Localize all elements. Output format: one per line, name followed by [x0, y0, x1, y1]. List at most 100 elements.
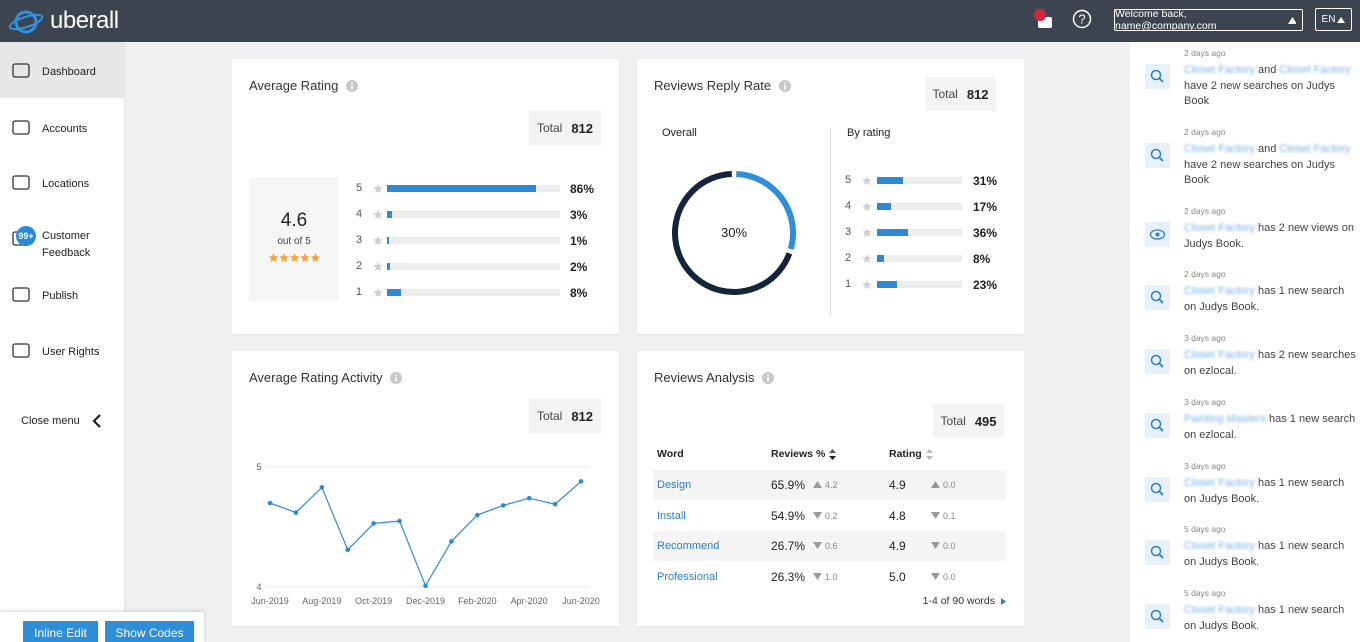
blurred-name[interactable]: Closet Factory: [1184, 477, 1255, 489]
word-link[interactable]: Professional: [657, 570, 718, 583]
nav-label: Accounts: [42, 123, 88, 135]
close-menu[interactable]: Close menu: [21, 414, 102, 428]
logo-icon: [8, 10, 44, 34]
card-title: Reviews Analysis: [654, 370, 775, 385]
bar-value-label: 2%: [570, 260, 588, 274]
star-shape: [862, 280, 872, 290]
blurred-name[interactable]: Closet Factory: [1184, 349, 1255, 361]
bar-value-label: 8%: [570, 286, 588, 300]
sort-icon: [925, 448, 933, 460]
score-star: [268, 253, 279, 263]
toolbar-button[interactable]: Inline Edit: [23, 621, 98, 642]
word-link[interactable]: Design: [657, 479, 692, 491]
feed-icon: [1145, 604, 1170, 629]
language-dropdown[interactable]: EN: [1315, 8, 1352, 31]
line-point: [526, 495, 532, 501]
sort-icon: [829, 448, 837, 460]
delta-arrow-shape: [931, 572, 940, 580]
card: Average Rating Total 812 4.6 out of 5 5 86% 4 3%…: [232, 59, 619, 334]
total-value: 812: [571, 120, 594, 136]
share-value: 26.7%: [771, 539, 806, 553]
search-handle: [1158, 362, 1164, 368]
bar-track: [877, 203, 962, 210]
card-title-text: Average Rating: [249, 78, 339, 93]
divider: [830, 128, 831, 316]
help-icon[interactable]: ?: [1071, 8, 1093, 30]
blurred-name[interactable]: Closet Factory: [1184, 222, 1255, 234]
button-text: Show Codes: [115, 626, 184, 640]
column-header[interactable]: Rating: [889, 448, 933, 460]
blurred-name[interactable]: Closet Factory: [1184, 540, 1255, 552]
donut-chart: 30%: [672, 171, 796, 295]
bar-value-label: 86%: [570, 182, 595, 196]
bar-value-label: 8%: [973, 252, 991, 266]
sort-down: [829, 455, 837, 460]
feed-text-part: has 1 new search on Judys Book.: [1184, 604, 1345, 632]
nav-item[interactable]: Customer Feedback 99+: [0, 210, 124, 266]
delta-arrow-shape: [931, 511, 940, 519]
blurred-name[interactable]: Closet Factory: [1279, 143, 1351, 155]
nav-item[interactable]: Locations: [0, 154, 124, 210]
feed-icon-bg: [1145, 540, 1170, 565]
nav-item[interactable]: User Rights: [0, 322, 124, 378]
nav-item[interactable]: Accounts: [0, 99, 124, 155]
x-tick-label: Aug-2019: [302, 596, 341, 606]
star-shape: [862, 254, 872, 264]
star-shape: [373, 288, 383, 298]
delta-arrow-shape: [813, 542, 822, 549]
rating-number: 1: [355, 286, 363, 298]
bar: [387, 185, 536, 192]
blurred-name[interactable]: Closet Factory: [1184, 143, 1255, 155]
delta-arrow: [813, 572, 822, 580]
delta-arrow: [813, 481, 822, 488]
toolbar-button[interactable]: Show Codes: [105, 621, 194, 642]
x-tick-label: Jun-2019: [251, 596, 289, 606]
blurred-name[interactable]: Closet Factory: [1184, 64, 1255, 76]
feed-text-part: has 2 new views on Judys Book.: [1184, 222, 1354, 250]
notifications-icon[interactable]: [1030, 6, 1058, 34]
pagination[interactable]: 1-4 of 90 words: [923, 595, 1006, 607]
bar-track: [877, 229, 962, 236]
card-title: Average Rating Activity: [249, 370, 403, 385]
feed-time: 3 days ago: [1184, 397, 1226, 407]
bar-value-label: 1%: [570, 234, 588, 248]
rating-value: 4.9: [889, 478, 906, 492]
share-delta: 1.0: [825, 571, 838, 582]
score-star: [300, 253, 310, 263]
star-shape: [373, 262, 383, 272]
blurred-name[interactable]: Closet Factory: [1184, 604, 1255, 616]
sort-down: [925, 455, 933, 460]
chevron-left: [92, 414, 101, 428]
nav-icon-shape: [12, 343, 30, 358]
star-icon: [862, 228, 872, 238]
feed-text: Closet Factory has 1 new search on Judys…: [1184, 476, 1358, 507]
account-dropdown[interactable]: Welcome back, name@company.com: [1114, 8, 1303, 32]
nav-item[interactable]: Publish: [0, 266, 124, 322]
column-header-text: Word: [657, 448, 684, 460]
blurred-name[interactable]: Painting Masters: [1184, 413, 1266, 425]
feed-text: Closet Factory has 2 new views on Judys …: [1184, 221, 1358, 252]
nav-item[interactable]: Dashboard: [0, 42, 124, 98]
line-point: [293, 510, 299, 515]
info-icon: [779, 79, 792, 92]
feed-item: 3 days ago Closet Factory has 2 new searc…: [1130, 331, 1360, 393]
nav-label: Dashboard: [42, 66, 96, 78]
rating-number: 1: [844, 278, 852, 290]
next-arrow-shape: [1001, 597, 1006, 605]
bar-track: [877, 281, 962, 288]
total-value: 812: [966, 86, 989, 102]
nav-icon: [12, 343, 30, 358]
word-link[interactable]: Recommend: [657, 540, 720, 552]
score-star: [279, 253, 289, 263]
bar-track: [387, 263, 560, 270]
word-link[interactable]: Install: [657, 509, 686, 522]
feed-icon-bg: [1145, 349, 1170, 374]
feed-time: 5 days ago: [1184, 588, 1226, 598]
nav-icon: [12, 63, 30, 78]
bar: [877, 203, 892, 210]
blurred-name[interactable]: Closet Factory: [1279, 64, 1351, 76]
column-header[interactable]: Reviews %: [771, 448, 837, 460]
blurred-name[interactable]: Closet Factory: [1184, 285, 1255, 297]
bar-value-label: 3%: [570, 208, 588, 222]
bar-value-label: 23%: [973, 278, 998, 292]
